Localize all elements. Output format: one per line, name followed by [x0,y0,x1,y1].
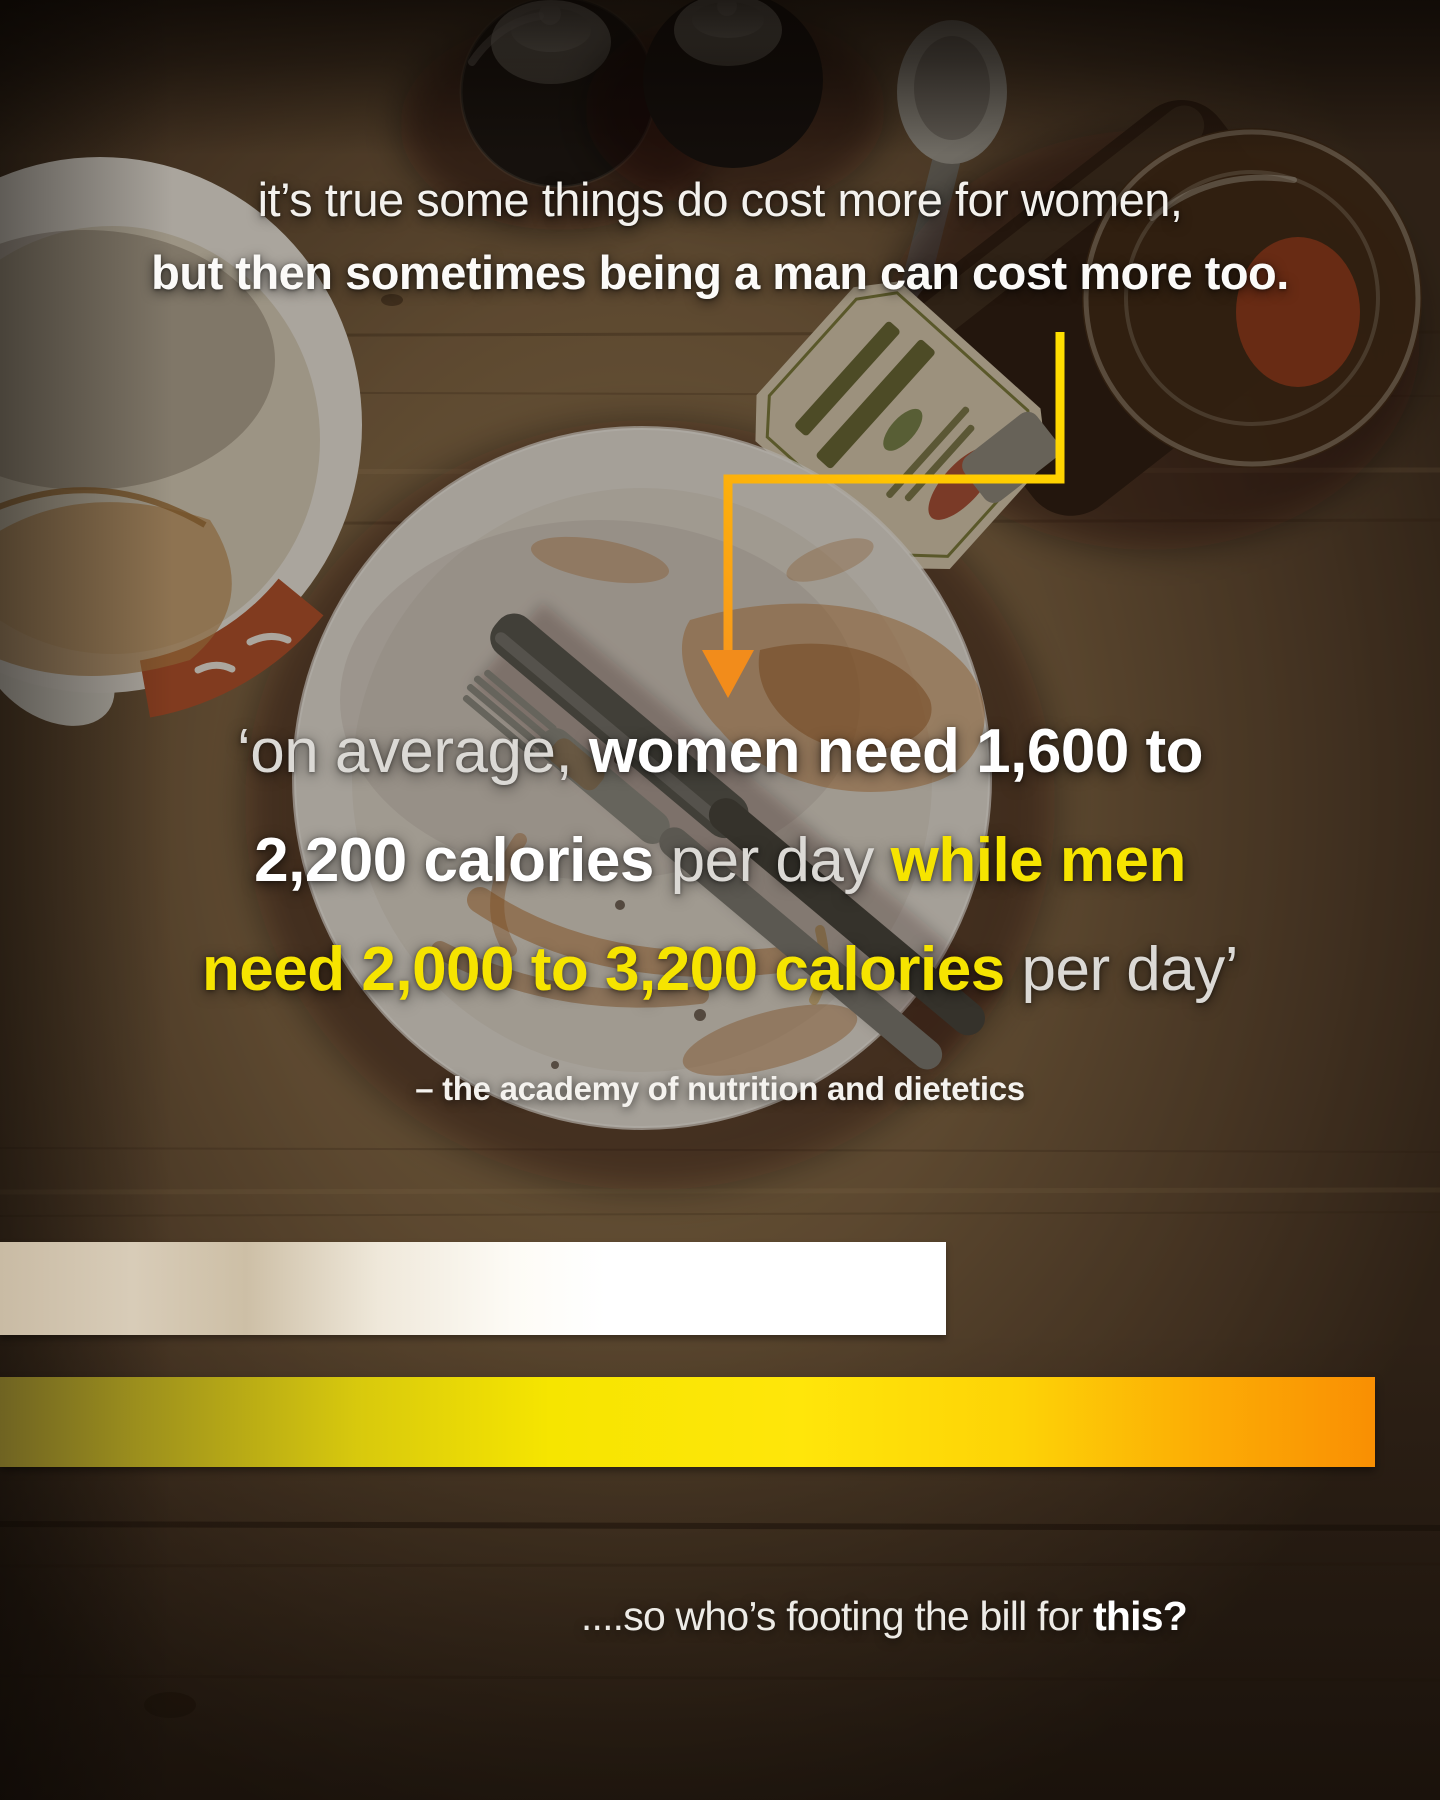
quote-line-2: 2,200 calories per day while men [0,806,1440,915]
quote-block: ‘on average, women need 1,600 to 2,200 c… [0,697,1440,1024]
quote-l1-regular: ‘on average, [236,717,589,786]
quote-l3-regular: per day’ [1004,935,1239,1004]
quote-l3-bold-yellow: need 2,000 to 3,200 calories [201,935,1005,1004]
quote-l2-bold-white: 2,200 calories [254,826,654,895]
footer-question-regular: ....so who’s footing the bill for [580,1593,1094,1639]
women-calories-bar [0,1242,946,1335]
quote-attribution: – the academy of nutrition and dietetics [415,1070,1025,1107]
footer-question-bold: this? [1093,1593,1188,1639]
intro-line-2: but then sometimes being a man can cost … [151,246,1289,299]
intro-line-1: it’s true some things do cost more for w… [257,173,1183,226]
quote-line-1: ‘on average, women need 1,600 to [0,697,1440,806]
men-calories-bar [0,1377,1376,1467]
footer-question: ....so who’s footing the bill for this? [580,1593,1188,1640]
quote-l2-bold-yellow: while men [890,826,1187,895]
intro-text: it’s true some things do cost more for w… [0,163,1440,309]
quote-l1-bold: women need 1,600 to [588,717,1204,786]
quote-l2-regular: per day [653,826,891,895]
quote-line-3: need 2,000 to 3,200 calories per day’ [0,915,1440,1024]
